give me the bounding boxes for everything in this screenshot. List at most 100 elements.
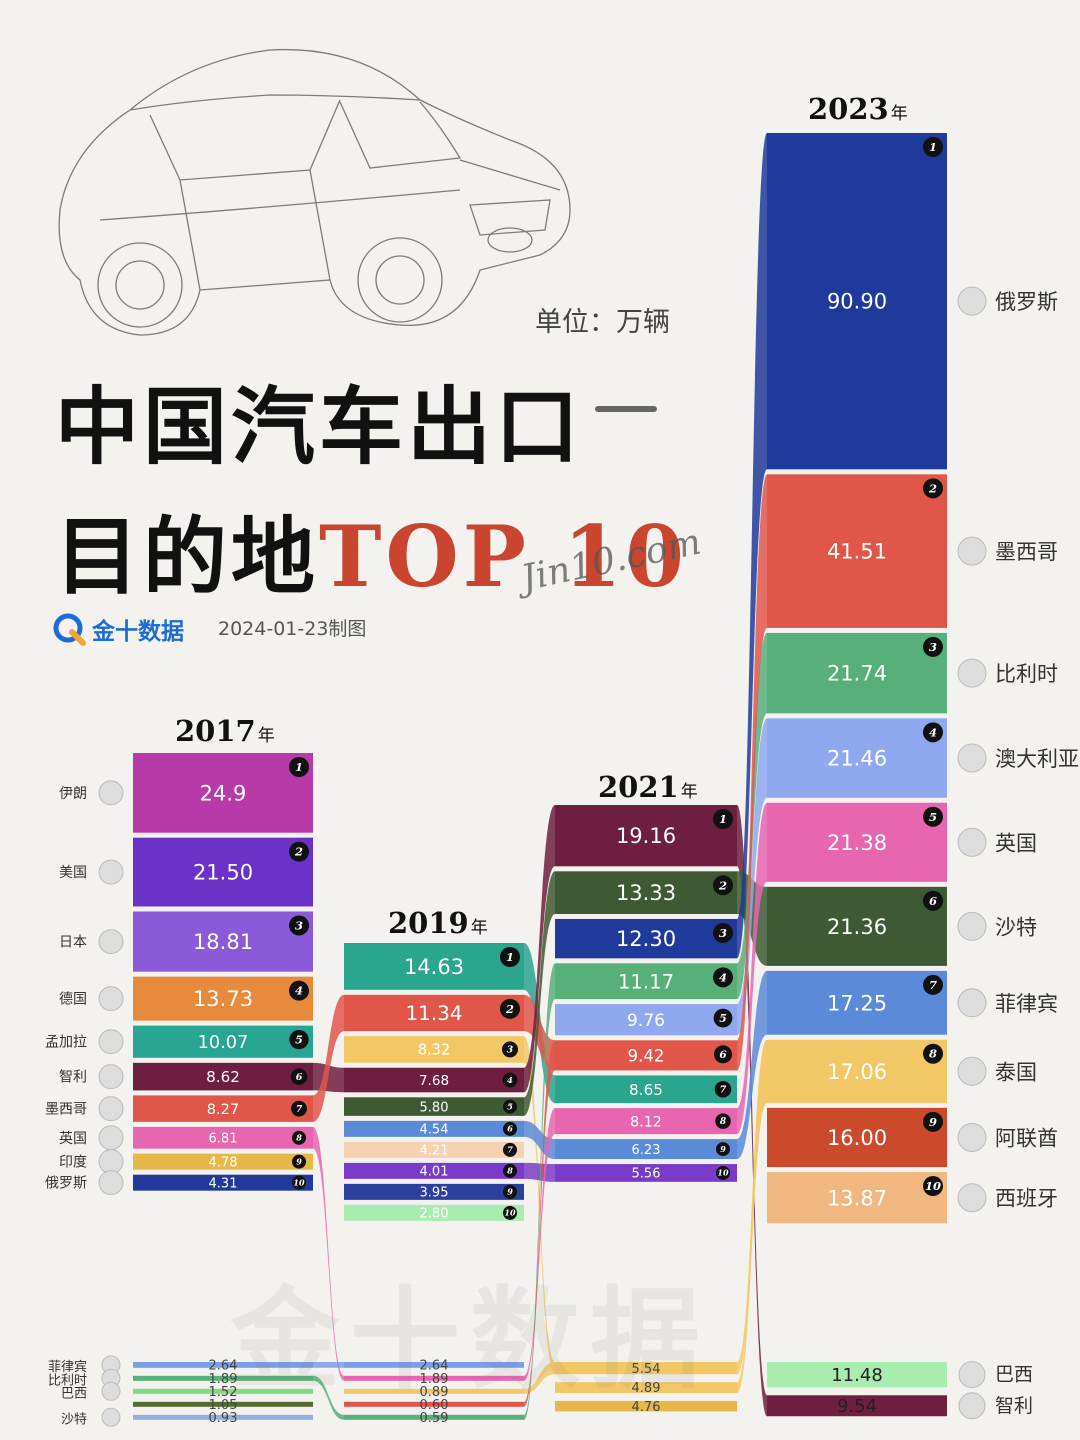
rank-badge (292, 1175, 306, 1190)
bar-value: 4.21 (420, 1144, 449, 1159)
rank-number: 1 (295, 760, 303, 774)
flow-ribbon (524, 871, 555, 1116)
bar (133, 753, 313, 833)
bar (555, 871, 737, 914)
bar (767, 718, 947, 798)
rank-badge (289, 1029, 309, 1050)
bar-value: 11.17 (618, 970, 674, 993)
bar (767, 474, 947, 628)
other-bar (767, 1395, 947, 1417)
bar-value: 8.12 (630, 1114, 662, 1130)
bar (344, 1097, 524, 1116)
rank-number: 3 (295, 918, 303, 932)
rank-number: 2 (294, 845, 303, 859)
country-flag-icon (957, 827, 987, 857)
page-title-line2: 目的地TOP 10 (55, 490, 688, 611)
bar (344, 1036, 524, 1063)
country-flag-icon (101, 1407, 121, 1427)
country-label: 伊朗 (59, 786, 87, 802)
rank-number: 10 (293, 1177, 305, 1187)
flow-ribbon (524, 963, 555, 1420)
rank-badge (289, 757, 309, 777)
rank-badge (291, 1100, 307, 1117)
rank-number: 4 (719, 970, 727, 984)
country-label: 俄罗斯 (45, 1176, 87, 1192)
title-dash (595, 406, 657, 412)
bar (555, 1040, 737, 1071)
bar (344, 943, 524, 990)
country-flag-icon (957, 1183, 987, 1213)
rank-number: 9 (929, 1115, 937, 1129)
bar-value: 14.63 (404, 955, 464, 979)
bar-value: 7.68 (419, 1073, 449, 1089)
flow-ribbon (313, 1362, 344, 1368)
bar-value: 4.78 (209, 1155, 238, 1170)
country-flag-icon (98, 1029, 124, 1055)
country-flag-icon (98, 1096, 124, 1122)
bar (133, 1126, 313, 1149)
flow-ribbon (313, 1126, 344, 1381)
other-bar (555, 1382, 737, 1393)
year-column-2019: 14.63 1 11.34 2 8.32 3 7.68 4 5.80 5 4.54 6 4.21 7 4.0… (344, 943, 524, 1426)
other-bar (133, 1375, 313, 1381)
rank-number: 6 (507, 1124, 513, 1134)
bar-value: 6.81 (209, 1131, 238, 1146)
flow-ribbon (737, 474, 767, 1071)
flow-ribbon (737, 718, 767, 1036)
bar (767, 1107, 947, 1168)
flow-ribbon (737, 802, 767, 1135)
bar (767, 1039, 947, 1103)
flow-ribbon (524, 1108, 555, 1381)
bar-value: 21.74 (827, 662, 887, 686)
other-bar (344, 1401, 524, 1407)
rank-number: 4 (929, 725, 937, 739)
rank-badge (713, 922, 733, 943)
other-bar-value: 0.89 (420, 1385, 449, 1400)
bar (133, 911, 313, 972)
other-bar (767, 1362, 947, 1388)
other-country-label: 菲律宾 (48, 1359, 87, 1375)
country-flag-icon (958, 1361, 986, 1389)
rank-badge (500, 998, 520, 1019)
bar (344, 1120, 524, 1137)
bar (555, 1108, 737, 1135)
rank-badge (716, 1142, 730, 1157)
rank-number: 5 (929, 810, 937, 824)
rank-badge (503, 1121, 517, 1136)
rank-number: 6 (296, 1072, 303, 1083)
bar (555, 1075, 737, 1104)
other-country-label: 巴西 (61, 1386, 87, 1401)
unit-label: 单位：万辆 (535, 307, 670, 338)
rank-badge (289, 915, 309, 936)
country-label: 日本 (59, 935, 87, 951)
country-flag-icon (98, 1170, 124, 1196)
bar-value: 13.87 (827, 1186, 887, 1210)
other-bar-value: 9.54 (837, 1396, 877, 1417)
bar (344, 1067, 524, 1093)
country-label: 菲律宾 (995, 992, 1058, 1016)
country-flag-icon (98, 780, 124, 806)
rank-number: 3 (719, 926, 727, 940)
rank-number: 2 (928, 481, 937, 495)
page-title-line1: 中国汽车出口 (55, 378, 584, 476)
bar (555, 1139, 737, 1160)
rank-badge (503, 1142, 517, 1157)
rank-badge (500, 947, 520, 967)
flow-ribbon (524, 994, 555, 1071)
rank-number: 9 (296, 1156, 302, 1166)
bar (133, 1095, 313, 1122)
bar (133, 1062, 313, 1091)
bar-value: 3.95 (420, 1186, 449, 1201)
bar-value: 19.16 (616, 824, 676, 848)
rank-number: 7 (720, 1085, 727, 1096)
rank-badge (292, 1130, 306, 1145)
flow-ribbon (313, 1375, 344, 1420)
bar (344, 1162, 524, 1179)
bar-value: 13.73 (193, 987, 253, 1011)
bar (767, 1172, 947, 1224)
brand-logo: 金十数据 (52, 612, 184, 646)
bar-value: 5.56 (632, 1167, 661, 1182)
country-flag-icon (98, 986, 124, 1012)
bar (344, 1183, 524, 1200)
car-wireframe-icon (58, 48, 571, 336)
